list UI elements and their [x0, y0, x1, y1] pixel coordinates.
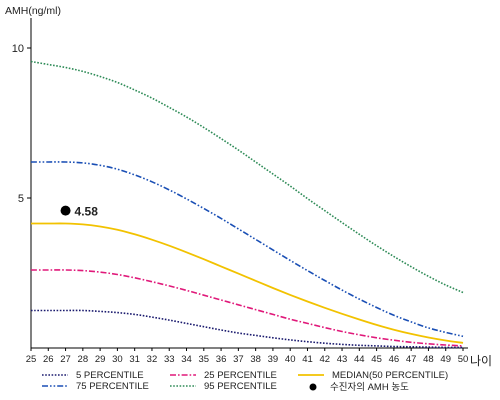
legend-label-patient: 수진자의 AMH 농도	[330, 382, 409, 393]
patient-amh-value-label: 4.58	[75, 205, 99, 219]
x-tick-label: 35	[199, 354, 210, 365]
patient-amh-point	[60, 205, 71, 216]
series-line-75-percentile	[31, 161, 464, 338]
legend: 5 PERCENTILE 25 PERCENTILE MEDIAN(50 PERCE…	[42, 370, 448, 393]
x-tick-label: 40	[285, 354, 296, 365]
x-tick-label: 38	[250, 354, 261, 365]
series-line-5-percentile	[31, 309, 464, 349]
x-tick-label: 37	[233, 354, 244, 365]
x-tick-label: 30	[112, 354, 123, 365]
x-tick-label: 47	[406, 354, 417, 365]
x-tick-label: 28	[78, 354, 89, 365]
legend-label: MEDIAN(50 PERCENTILE)	[332, 370, 448, 381]
x-tick-label: 50	[458, 354, 469, 365]
x-tick-label: 39	[268, 354, 279, 365]
y-tick-label: 5	[18, 193, 24, 205]
patient-marker-group: 4.58	[60, 205, 99, 219]
x-tick-label: 33	[164, 354, 175, 365]
x-tick-label: 31	[129, 354, 140, 365]
x-tick-label: 41	[302, 354, 313, 365]
x-tick-label: 48	[423, 354, 434, 365]
x-axis-label: 나이	[470, 354, 492, 368]
x-tick-label: 25	[26, 354, 37, 365]
series-line-median-50-percentile	[31, 222, 464, 344]
x-tick-label: 29	[95, 354, 106, 365]
legend-label: 5 PERCENTILE	[76, 370, 144, 381]
legend-label: 25 PERCENTILE	[204, 370, 277, 381]
x-ticks-group: 25 26 27 28 29 30 31 32 33 34 35 36 37 38 39 40 41 42 43 44…	[26, 348, 469, 365]
y-tick-label: 10	[12, 43, 24, 55]
x-tick-label: 43	[337, 354, 348, 365]
x-tick-label: 36	[216, 354, 227, 365]
x-tick-label: 49	[440, 354, 451, 365]
x-tick-label: 46	[389, 354, 400, 365]
x-tick-label: 44	[354, 354, 365, 365]
x-tick-label: 42	[319, 354, 330, 365]
y-axis-label: AMH(ng/ml)	[5, 5, 61, 17]
x-tick-label: 32	[147, 354, 158, 365]
legend-patient-marker	[309, 383, 317, 391]
x-tick-label: 45	[371, 354, 382, 365]
x-tick-label: 27	[60, 354, 71, 365]
y-ticks-group: 5 10	[12, 43, 31, 205]
x-tick-label: 26	[43, 354, 54, 365]
legend-label: 95 PERCENTILE	[204, 381, 277, 392]
x-tick-label: 34	[181, 354, 192, 365]
series-line-25-percentile	[31, 269, 464, 347]
legend-label: 75 PERCENTILE	[76, 381, 149, 392]
series-lines-group	[30, 60, 464, 349]
series-line-95-percentile	[30, 60, 464, 294]
